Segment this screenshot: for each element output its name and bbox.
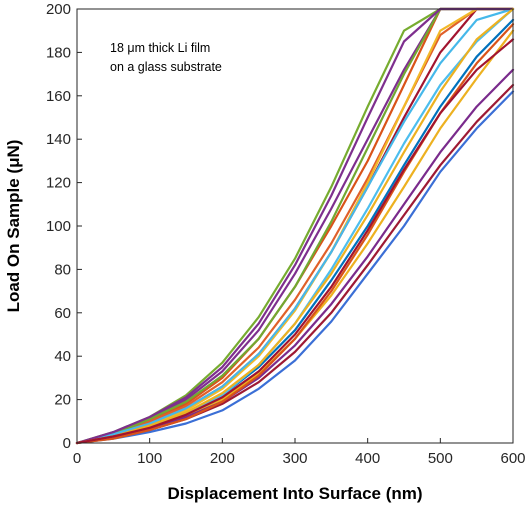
series-line-4: [75, 7, 515, 445]
series-line-16: [75, 7, 515, 445]
x-tick-label: 500: [428, 450, 453, 467]
series-line-18: [75, 38, 515, 445]
series-lines: [75, 7, 515, 445]
y-tick-label: 120: [46, 175, 71, 192]
y-tick-label: 140: [46, 131, 71, 148]
series-line-5: [75, 7, 515, 445]
series-line-10: [75, 7, 515, 445]
y-tick-label: 200: [46, 1, 71, 18]
series-line-6: [75, 7, 515, 445]
series-line-17: [75, 7, 515, 445]
series-line-3: [75, 29, 515, 445]
series-line-12: [75, 7, 515, 445]
annotation-line-2: on a glass substrate: [110, 60, 222, 74]
series-line-9: [75, 7, 515, 445]
axes: 0 100 200 300 400 500 600 0 20 40 60 80 100 120 140 16…: [46, 1, 526, 467]
y-tick-label: 100: [46, 218, 71, 235]
annotation-line-1: 18 μm thick Li film: [110, 41, 210, 55]
y-tick-label: 0: [63, 435, 71, 452]
x-tick-label: 300: [282, 450, 307, 467]
y-ticks: 0 20 40 60 80 100 120 140 160 180 200: [46, 1, 82, 452]
x-tick-label: 100: [137, 450, 162, 467]
x-tick-label: 200: [210, 450, 235, 467]
x-ticks: 0 100 200 300 400 500 600: [73, 438, 526, 467]
x-tick-label: 600: [500, 450, 525, 467]
series-line-1: [75, 18, 515, 445]
x-tick-label: 400: [355, 450, 380, 467]
series-line-2: [75, 7, 515, 445]
y-axis-label: Load On Sample (μN): [4, 140, 23, 313]
series-line-8: [75, 90, 515, 445]
series-line-13: [75, 7, 515, 445]
y-tick-label: 180: [46, 44, 71, 61]
y-tick-label: 40: [54, 348, 71, 365]
series-line-7: [75, 7, 515, 445]
y-tick-label: 80: [54, 261, 71, 278]
y-tick-label: 20: [54, 392, 71, 409]
y-tick-label: 60: [54, 305, 71, 322]
plot-frame: [76, 8, 514, 444]
x-axis-label: Displacement Into Surface (nm): [167, 484, 422, 503]
x-tick-label: 0: [73, 450, 81, 467]
series-line-15: [75, 23, 515, 445]
y-tick-label: 160: [46, 88, 71, 105]
